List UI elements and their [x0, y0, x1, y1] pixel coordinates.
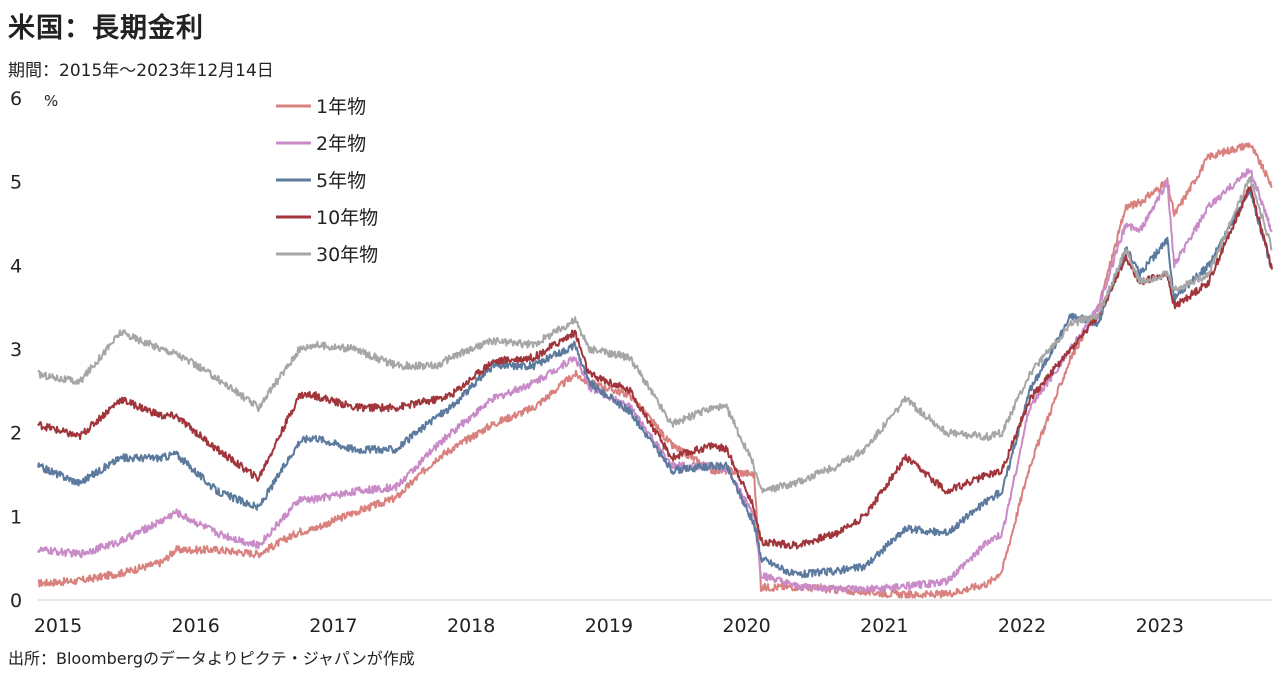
y-tick-label: 5: [10, 172, 22, 194]
legend-label: 10年物: [316, 207, 378, 229]
x-tick-label: 2021: [860, 615, 908, 637]
x-axis-tick-labels: 2015 2016 2017 2018 2019 2020 2021 2022 2023: [34, 615, 1184, 637]
series-line-1: [37, 168, 1273, 593]
y-tick-label: 0: [10, 590, 22, 612]
x-tick-label: 2015: [34, 615, 82, 637]
x-tick-label: 2017: [309, 615, 357, 637]
y-tick-label: 6: [10, 88, 22, 110]
series-line-4: [37, 175, 1273, 494]
x-tick-label: 2022: [998, 615, 1046, 637]
legend: 1年物 2年物 5年物 10年物 30年物: [276, 96, 378, 266]
series-line-0: [37, 142, 1273, 599]
legend-label: 1年物: [316, 96, 366, 118]
y-axis-unit: %: [44, 92, 58, 110]
y-tick-label: 4: [10, 255, 22, 277]
legend-label: 30年物: [316, 244, 378, 266]
y-axis-tick-labels: 0 1 2 3 4 5 6: [10, 88, 22, 612]
series-line-3: [37, 185, 1273, 550]
y-tick-label: 3: [10, 339, 22, 361]
y-tick-label: 2: [10, 423, 22, 445]
x-tick-label: 2019: [585, 615, 633, 637]
chart-source: 出所：Bloombergのデータよりピクテ・ジャパンが作成: [8, 649, 415, 668]
chart-subtitle: 期間：2015年～2023年12月14日: [8, 61, 274, 81]
series-lines: [37, 142, 1273, 599]
x-tick-label: 2016: [172, 615, 220, 637]
chart-title: 米国：長期金利: [8, 13, 204, 44]
legend-label: 2年物: [316, 133, 366, 155]
y-tick-label: 1: [10, 506, 22, 528]
series-line-2: [37, 189, 1273, 579]
x-tick-label: 2023: [1136, 615, 1184, 637]
x-tick-label: 2020: [722, 615, 770, 637]
x-tick-label: 2018: [447, 615, 495, 637]
legend-label: 5年物: [316, 170, 366, 192]
